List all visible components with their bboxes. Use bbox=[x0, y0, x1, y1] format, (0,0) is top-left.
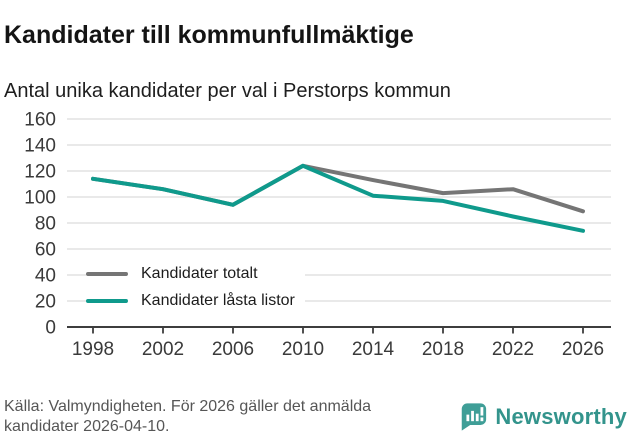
source-note: Källa: Valmyndigheten. För 2026 gäller d… bbox=[4, 398, 372, 435]
page-title: Kandidater till kommunfullmäktige bbox=[4, 20, 414, 49]
newsworthy-brand: Newsworthy bbox=[458, 401, 627, 432]
y-tick-label: 60 bbox=[35, 240, 56, 261]
x-tick-label: 2026 bbox=[562, 339, 604, 360]
chart-legend: Kandidater totalt Kandidater låsta listo… bbox=[86, 263, 305, 312]
x-tick-label: 2010 bbox=[282, 339, 324, 360]
series-line-1 bbox=[91, 163, 585, 233]
x-tick-label: 2002 bbox=[142, 339, 184, 360]
x-tick-label: 2018 bbox=[422, 339, 464, 360]
x-tick-label: 2014 bbox=[352, 339, 395, 360]
y-tick-label: 160 bbox=[24, 110, 56, 131]
legend-label: Kandidater totalt bbox=[141, 265, 258, 282]
y-tick-label: 120 bbox=[24, 162, 56, 183]
y-tick-label: 100 bbox=[24, 188, 56, 209]
chart-footer: Källa: Valmyndigheten. För 2026 gäller d… bbox=[0, 393, 631, 439]
x-tick-label: 1998 bbox=[72, 339, 114, 360]
legend-label: Kandidater låsta listor bbox=[141, 292, 295, 309]
y-tick-label: 80 bbox=[35, 214, 56, 235]
legend-swatch-gray bbox=[86, 272, 128, 276]
y-tick-label: 20 bbox=[35, 292, 56, 313]
legend-swatch-teal bbox=[86, 299, 128, 303]
y-tick-label: 140 bbox=[24, 136, 56, 157]
y-tick-label: 40 bbox=[35, 266, 56, 287]
brand-name: Newsworthy bbox=[495, 403, 627, 429]
x-tick-label: 2006 bbox=[212, 339, 254, 360]
page-subtitle: Antal unika kandidater per val i Perstor… bbox=[4, 79, 451, 102]
legend-item-lasta-listor: Kandidater låsta listor bbox=[86, 290, 305, 312]
line-chart: 0 20 40 60 80 100 120 140 160 1998 2002 2006 2010 201… bbox=[24, 110, 611, 360]
x-tick-label: 2022 bbox=[492, 339, 534, 360]
newsworthy-logo-icon bbox=[462, 403, 487, 431]
legend-item-totalt: Kandidater totalt bbox=[86, 263, 305, 285]
y-tick-label: 0 bbox=[45, 318, 56, 339]
